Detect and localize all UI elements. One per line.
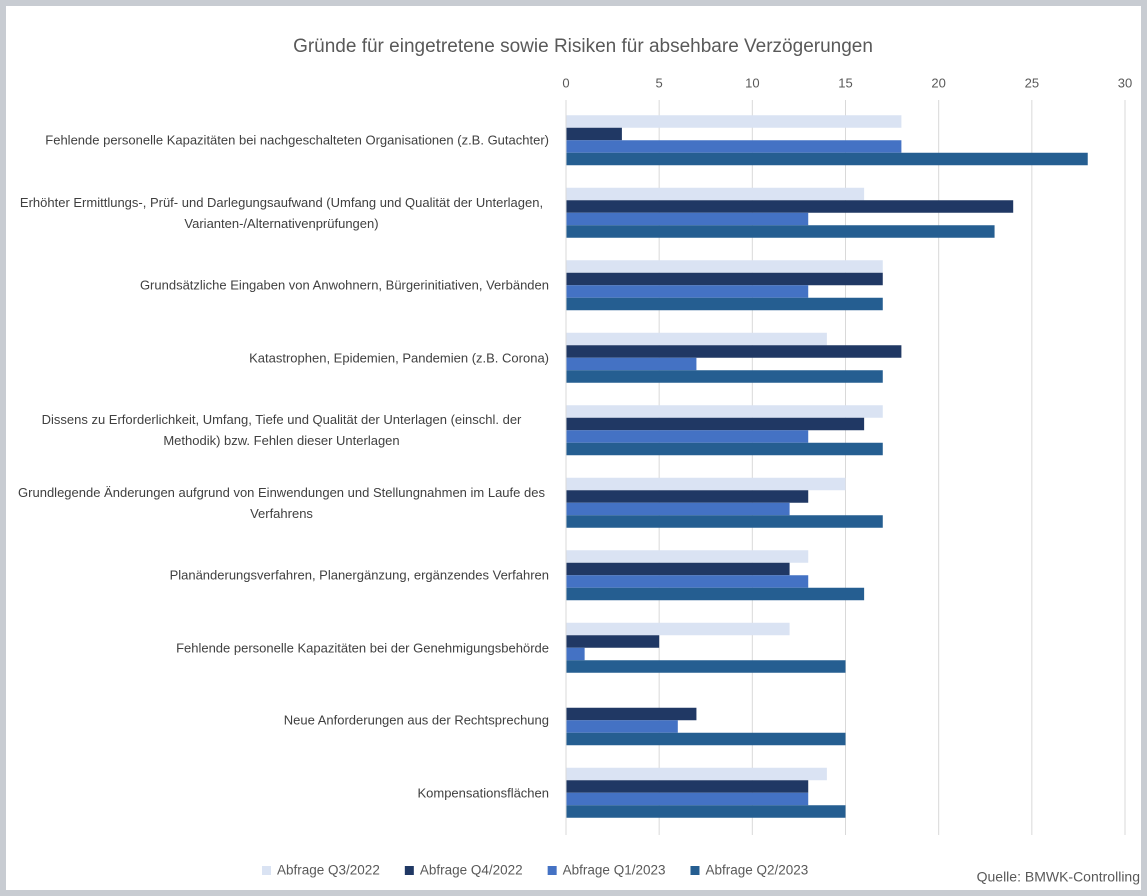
bar	[566, 272, 883, 286]
bar	[566, 732, 846, 746]
legend-label: Abfrage Q1/2023	[563, 863, 666, 878]
bar	[566, 212, 809, 226]
bar	[566, 805, 846, 818]
legend-swatch	[547, 866, 557, 875]
y-tick-label: Erhöhter Ermittlungs-, Prüf- und Darlegu…	[19, 194, 544, 231]
y-tick-label: Kompensationsflächen	[417, 785, 549, 801]
bar	[566, 200, 1014, 213]
y-tick-label: Fehlende personelle Kapazitäten bei der …	[176, 640, 549, 656]
y-tick-label: Planänderungsverfahren, Planergänzung, e…	[169, 567, 549, 583]
legend-swatch	[404, 866, 414, 875]
bar	[566, 285, 809, 298]
category-label-box: Katastrophen, Epidemien, Pandemien (z.B.…	[249, 347, 549, 368]
x-tick-label: 0	[562, 75, 569, 90]
bar	[566, 515, 883, 528]
bar	[566, 442, 883, 456]
bar	[566, 575, 809, 588]
bar	[566, 357, 697, 371]
bar	[566, 405, 883, 418]
bar	[566, 345, 902, 358]
category-label-box: Dissens zu Erforderlichkeit, Umfang, Tie…	[14, 409, 549, 451]
bar	[566, 792, 809, 806]
x-tick-label: 10	[745, 75, 759, 90]
bar	[566, 332, 827, 346]
x-tick-label: 30	[1118, 75, 1132, 90]
x-tick-label: 25	[1025, 75, 1039, 90]
category-label-box: Neue Anforderungen aus der Rechtsprechun…	[284, 710, 549, 731]
legend-swatch	[262, 866, 271, 875]
bar	[566, 477, 846, 491]
legend-swatch	[690, 866, 700, 875]
category-label-box: Grundlegende Änderungen aufgrund von Ein…	[14, 482, 549, 524]
bar	[566, 370, 883, 383]
legend-label: Abfrage Q4/2022	[420, 863, 523, 878]
bar	[566, 152, 1088, 166]
bar	[566, 587, 865, 601]
category-label-box: Fehlende personelle Kapazitäten bei der …	[176, 637, 549, 658]
bar	[566, 225, 995, 238]
bar	[566, 187, 865, 201]
y-tick-label: Katastrophen, Epidemien, Pandemien (z.B.…	[249, 350, 549, 366]
bar	[566, 647, 585, 661]
bar	[566, 260, 883, 273]
bar	[566, 115, 902, 128]
x-tick-label: 15	[838, 75, 852, 90]
y-tick-label: Neue Anforderungen aus der Rechtsprechun…	[283, 712, 549, 728]
category-label-box: Erhöhter Ermittlungs-, Prüf- und Darlegu…	[14, 192, 549, 234]
bar	[566, 707, 697, 721]
category-label-box: Fehlende personelle Kapazitäten bei nach…	[45, 130, 549, 151]
bar	[566, 622, 790, 636]
y-tick-label: Grundsätzliche Eingaben von Anwohnern, B…	[139, 277, 549, 293]
bar	[566, 430, 809, 443]
chart-title: Gründe für eingetretene sowie Risiken fü…	[293, 36, 873, 57]
bar	[566, 635, 660, 648]
bar	[566, 140, 902, 153]
bar	[566, 767, 827, 781]
bar	[566, 660, 846, 673]
bar	[566, 297, 883, 311]
bar	[566, 780, 809, 793]
x-tick-label: 20	[931, 75, 945, 90]
y-tick-label: Grundlegende Änderungen aufgrund von Ein…	[18, 484, 545, 521]
legend-label: Abfrage Q3/2022	[277, 863, 380, 878]
x-tick-label: 5	[656, 75, 663, 90]
bar	[566, 490, 809, 503]
source: Quelle: BMWK-Controlling	[977, 869, 1140, 885]
category-label-box: Kompensationsflächen	[417, 782, 549, 803]
category-label-box: Planänderungsverfahren, Planergänzung, e…	[170, 565, 549, 586]
y-tick-label: Dissens zu Erforderlichkeit, Umfang, Tie…	[41, 412, 522, 449]
y-tick-label: Fehlende personelle Kapazitäten bei nach…	[45, 132, 549, 148]
bar	[566, 417, 865, 431]
bar	[566, 127, 622, 141]
bar	[566, 502, 790, 516]
bar	[566, 562, 790, 576]
bar	[566, 550, 809, 563]
bar	[566, 720, 678, 733]
category-label-box: Grundsätzliche Eingaben von Anwohnern, B…	[140, 275, 549, 296]
legend-label: Abfrage Q2/2023	[705, 863, 808, 878]
